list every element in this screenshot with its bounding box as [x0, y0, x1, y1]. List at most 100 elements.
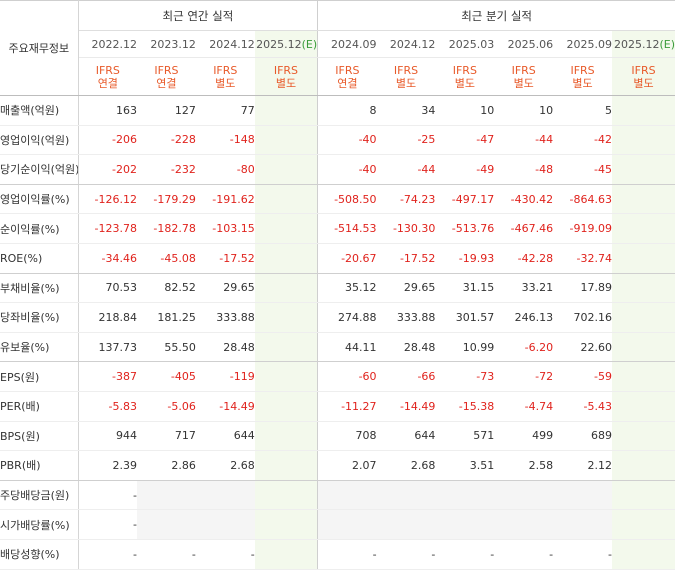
- table-cell: [611, 480, 675, 511]
- table-cell: -49: [435, 154, 495, 185]
- table-cell: 689: [553, 421, 612, 452]
- table-cell: -123.78: [78, 213, 137, 244]
- standard-ifrs-label: IFRS: [95, 63, 120, 77]
- table-cell: [376, 509, 436, 540]
- table-cell: -514.53: [317, 213, 377, 244]
- table-cell: -126.12: [78, 184, 137, 215]
- table-cell: [494, 480, 554, 511]
- table-cell: 702.16: [553, 302, 612, 333]
- row-label: 배당성향(%): [0, 539, 79, 570]
- row-label: 유보율(%): [0, 332, 79, 363]
- table-cell: 10: [435, 95, 495, 126]
- table-cell: -74.23: [376, 184, 436, 215]
- table-cell: 29.65: [195, 273, 255, 304]
- table-cell: -148: [195, 125, 255, 156]
- standard-ifrs-label: IFRS: [570, 63, 595, 77]
- table-cell: -5.83: [78, 391, 137, 422]
- table-cell: [435, 509, 495, 540]
- table-cell: -: [494, 539, 554, 570]
- period-label: 2025.03: [448, 37, 495, 51]
- table-cell: [317, 509, 377, 540]
- table-cell: -: [78, 539, 137, 570]
- row-label: 부채비율(%): [0, 273, 79, 304]
- table-cell: [254, 184, 319, 215]
- table-cell: -119: [195, 361, 255, 392]
- table-cell: 644: [195, 421, 255, 452]
- table-cell: -430.42: [494, 184, 554, 215]
- table-cell: [254, 213, 319, 244]
- table-cell: [254, 509, 319, 540]
- table-cell: 10.99: [435, 332, 495, 363]
- table-row: 부채비율(%) 70.53 82.52 29.65 35.12 29.65 31.15 33.…: [0, 273, 675, 304]
- table-cell: 333.88: [195, 302, 255, 333]
- table-cell: 22.60: [553, 332, 612, 363]
- table-cell: 499: [494, 421, 554, 452]
- row-label: 주당배당금(원): [0, 480, 79, 511]
- table-cell: -387: [78, 361, 137, 392]
- accounting-standard-annual-2: IFRS 별도: [195, 57, 255, 96]
- table-cell: -25: [376, 125, 436, 156]
- table-cell: -202: [78, 154, 137, 185]
- table-cell: -: [435, 539, 495, 570]
- row-label: 매출액(억원): [0, 95, 79, 126]
- table-cell: [195, 480, 255, 511]
- period-label: 2023.12: [150, 37, 196, 51]
- table-cell: -182.78: [137, 213, 196, 244]
- table-cell: -405: [137, 361, 196, 392]
- standard-scope-label: 별도: [215, 76, 236, 90]
- table-row: 배당성향(%) - - - - - - - -: [0, 539, 675, 570]
- table-cell: [254, 125, 319, 156]
- table-cell: [317, 480, 377, 511]
- table-row: PBR(배) 2.39 2.86 2.68 2.07 2.68 3.51 2.58 2.12: [0, 450, 675, 481]
- table-cell: [553, 480, 612, 511]
- period-header-quarter-1: 2024.12: [376, 30, 436, 58]
- table-cell: 17.89: [553, 273, 612, 304]
- table-cell: 2.68: [376, 450, 436, 481]
- table-cell: -59: [553, 361, 612, 392]
- table-cell: [611, 332, 675, 363]
- table-body: 매출액(억원) 163 127 77 8 34 10 10 5 영업이익(억원) -206 -228-…: [0, 95, 675, 570]
- accounting-standard-quarter-3: IFRS 별도: [494, 57, 554, 96]
- accounting-standard-annual-0: IFRS 연결: [78, 57, 137, 96]
- table-cell: [611, 243, 675, 274]
- table-cell: [137, 509, 196, 540]
- standard-ifrs-label: IFRS: [452, 63, 477, 77]
- table-cell: 34: [376, 95, 436, 126]
- table-cell: -44: [376, 154, 436, 185]
- table-cell: 70.53: [78, 273, 137, 304]
- standard-ifrs-label: IFRS: [273, 63, 299, 77]
- table-cell: -5.43: [553, 391, 612, 422]
- table-cell: -508.50: [317, 184, 377, 215]
- table-cell: [254, 95, 319, 126]
- table-cell: -48: [494, 154, 554, 185]
- accounting-standard-quarter-2: IFRS 별도: [435, 57, 495, 96]
- table-cell: 2.68: [195, 450, 255, 481]
- table-cell: -15.38: [435, 391, 495, 422]
- table-cell: -: [553, 539, 612, 570]
- standard-ifrs-label: IFRS: [213, 63, 238, 77]
- table-cell: -14.49: [376, 391, 436, 422]
- table-cell: [494, 509, 554, 540]
- period-header-quarter-5: 2025.12(E): [611, 30, 675, 58]
- standard-scope-label: 별도: [633, 76, 654, 90]
- table-cell: -191.62: [195, 184, 255, 215]
- table-cell: [254, 480, 319, 511]
- row-label: 영업이익률(%): [0, 184, 79, 215]
- group-header-row: 주요재무정보 최근 연간 실적 최근 분기 실적: [0, 0, 675, 96]
- row-label: EPS(원): [0, 361, 79, 392]
- table-cell: [435, 480, 495, 511]
- quarter-group-header: 최근 분기 실적: [317, 0, 675, 31]
- accounting-standard-quarter-5: IFRS 별도: [611, 57, 675, 96]
- accounting-standard-annual-3: IFRS 별도: [254, 57, 319, 96]
- table-cell: -45: [553, 154, 612, 185]
- table-cell: 10: [494, 95, 554, 126]
- accounting-standard-annual-1: IFRS 연결: [137, 57, 196, 96]
- standard-header-row: IFRS 연결 IFRS 연결 IFRS 별도 IFRS 별도 IFRS 연결 IFRS 별도 IFRS…: [0, 57, 675, 96]
- table-row: PER(배) -5.83 -5.06 -14.49 -11.27 -14.49 -15.38…: [0, 391, 675, 422]
- table-cell: 708: [317, 421, 377, 452]
- table-cell: [254, 154, 319, 185]
- table-cell: -: [195, 539, 255, 570]
- table-cell: -228: [137, 125, 196, 156]
- standard-ifrs-label: IFRS: [631, 63, 656, 77]
- table-cell: [611, 95, 675, 126]
